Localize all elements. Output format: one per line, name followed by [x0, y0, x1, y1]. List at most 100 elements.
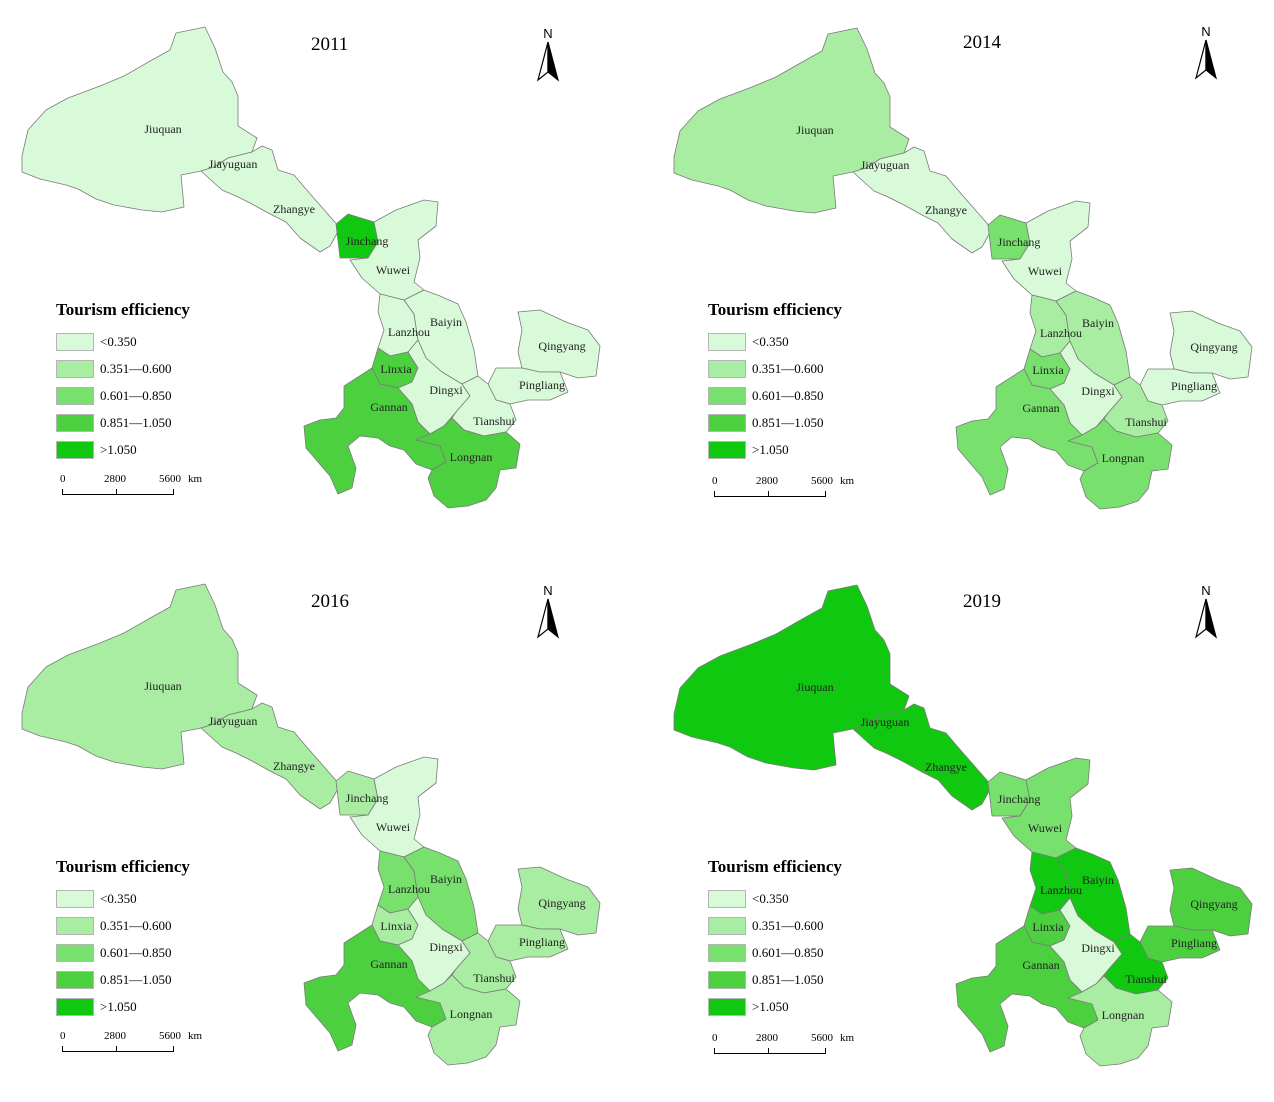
scale-tick-label: 0 [712, 475, 718, 487]
legend-title: Tourism efficiency [56, 857, 190, 876]
legend-label: >1.050 [752, 998, 789, 1014]
city-label-linxia: Linxia [1032, 363, 1064, 377]
legend-swatch [708, 359, 746, 378]
legend-swatch [708, 332, 746, 351]
city-label-jinchang: Jinchang [998, 235, 1041, 249]
city-label-wuwei: Wuwei [1028, 821, 1063, 835]
region-map-group: Jiuquan Jiayuguan Zhangye Jinchang Wuwei Lanz… [673, 27, 1253, 510]
city-label-baiyin: Baiyin [1082, 316, 1114, 330]
legend-item: >1.050 [708, 436, 842, 463]
legend-label: 0.351—0.600 [752, 917, 824, 933]
city-label-zhangye: Zhangye [925, 760, 967, 774]
legend: Tourism efficiency <0.350 0.351—0.600 0.… [708, 857, 842, 1020]
legend-item: 0.851—1.050 [708, 409, 842, 436]
legend-label: >1.050 [100, 441, 137, 457]
city-label-qingyang: Qingyang [538, 339, 585, 353]
city-label-pingliang: Pingliang [1171, 379, 1217, 393]
legend-item: 0.601—0.850 [708, 939, 842, 966]
city-label-baiyin: Baiyin [430, 315, 462, 329]
legend: Tourism efficiency <0.350 0.351—0.600 0.… [56, 857, 190, 1020]
city-label-linxia: Linxia [1032, 920, 1064, 934]
legend-swatch [708, 916, 746, 935]
north-arrow-label: N [543, 583, 553, 598]
region-jiuquan [673, 584, 910, 771]
legend-label: 0.351—0.600 [100, 360, 172, 376]
city-label-lanzhou: Lanzhou [1040, 326, 1082, 340]
city-label-baiyin: Baiyin [430, 872, 462, 886]
region-map: Jiuquan Jiayuguan Zhangye Jinchang Wuwei Lanz… [673, 27, 1253, 510]
city-label-longnan: Longnan [1102, 451, 1145, 465]
north-arrow: N [1191, 24, 1221, 84]
scale-bar-tick [116, 489, 117, 494]
legend-item: 0.601—0.850 [708, 382, 842, 409]
city-label-jinchang: Jinchang [346, 791, 389, 805]
legend-swatch [56, 970, 94, 989]
north-arrow-label: N [1201, 24, 1211, 39]
city-label-linxia: Linxia [380, 919, 412, 933]
region-jiuquan [21, 583, 258, 770]
region-gannan [955, 368, 1099, 496]
city-label-gannan: Gannan [1022, 958, 1059, 972]
legend-swatch [708, 970, 746, 989]
scale-bar: 0 2800 5600 km [60, 1030, 250, 1060]
legend-swatch [56, 916, 94, 935]
legend-swatch [56, 386, 94, 405]
legend-label: 0.601—0.850 [100, 944, 172, 960]
legend-label: 0.601—0.850 [100, 387, 172, 403]
city-label-pingliang: Pingliang [519, 935, 565, 949]
city-label-jinchang: Jinchang [998, 792, 1041, 806]
region-map: Jiuquan Jiayuguan Zhangye Jinchang Wuwei Lanz… [21, 583, 601, 1066]
scale-bar: 0 2800 5600 km [712, 1032, 902, 1062]
legend-swatch [56, 413, 94, 432]
legend-swatch [708, 889, 746, 908]
region-zhangye [200, 145, 341, 253]
scale-bar-line [714, 1048, 826, 1054]
legend-item: <0.350 [56, 885, 190, 912]
scale-tick-label: 5600 [811, 475, 833, 487]
legend-label: <0.350 [752, 890, 789, 906]
scale-tick-label: 0 [60, 1030, 66, 1042]
legend-swatch [56, 440, 94, 459]
city-label-qingyang: Qingyang [538, 896, 585, 910]
map-panel-2016: Jiuquan Jiayuguan Zhangye Jinchang Wuwei Lanz… [0, 557, 637, 1102]
legend-item: >1.050 [708, 993, 842, 1020]
city-label-jiuquan: Jiuquan [144, 122, 181, 136]
map-panel-2011: Jiuquan Jiayuguan Zhangye Jinchang Wuwei Lanz… [0, 0, 637, 545]
legend-item: 0.851—1.050 [56, 966, 190, 993]
region-qingyang [1169, 867, 1253, 937]
scale-tick-label: 5600 [159, 473, 181, 485]
north-arrow: N [533, 26, 563, 86]
legend-item: 0.601—0.850 [56, 382, 190, 409]
legend-swatch [708, 413, 746, 432]
region-gannan [303, 367, 447, 495]
region-longnan [415, 417, 521, 509]
scale-unit: km [840, 1032, 855, 1044]
region-wuwei [1001, 200, 1091, 302]
legend-label: 0.351—0.600 [752, 360, 824, 376]
map-year: 2016 [311, 591, 349, 612]
legend-item: >1.050 [56, 436, 190, 463]
legend-item: 0.351—0.600 [708, 355, 842, 382]
legend-label: <0.350 [100, 333, 137, 349]
scale-tick-label: 2800 [104, 473, 126, 485]
legend-item: 0.351—0.600 [708, 912, 842, 939]
legend-label: 0.601—0.850 [752, 387, 824, 403]
north-arrow-icon [536, 598, 560, 639]
scale-unit: km [188, 1030, 203, 1042]
city-label-zhangye: Zhangye [925, 203, 967, 217]
scale-bar-line [62, 1046, 174, 1052]
north-arrow-icon [536, 41, 560, 82]
region-longnan [1067, 975, 1173, 1067]
city-label-jinchang: Jinchang [346, 234, 389, 248]
legend-item: <0.350 [56, 328, 190, 355]
region-longnan [1067, 418, 1173, 510]
legend-item: 0.851—1.050 [708, 966, 842, 993]
city-label-tianshui: Tianshui [1125, 415, 1167, 429]
legend-label: 0.851—1.050 [752, 414, 824, 430]
city-label-longnan: Longnan [1102, 1008, 1145, 1022]
legend-title: Tourism efficiency [56, 300, 190, 319]
city-label-dingxi: Dingxi [429, 383, 463, 397]
legend: Tourism efficiency <0.350 0.351—0.600 0.… [708, 300, 842, 463]
city-label-dingxi: Dingxi [1081, 941, 1115, 955]
city-label-tianshui: Tianshui [1125, 972, 1167, 986]
